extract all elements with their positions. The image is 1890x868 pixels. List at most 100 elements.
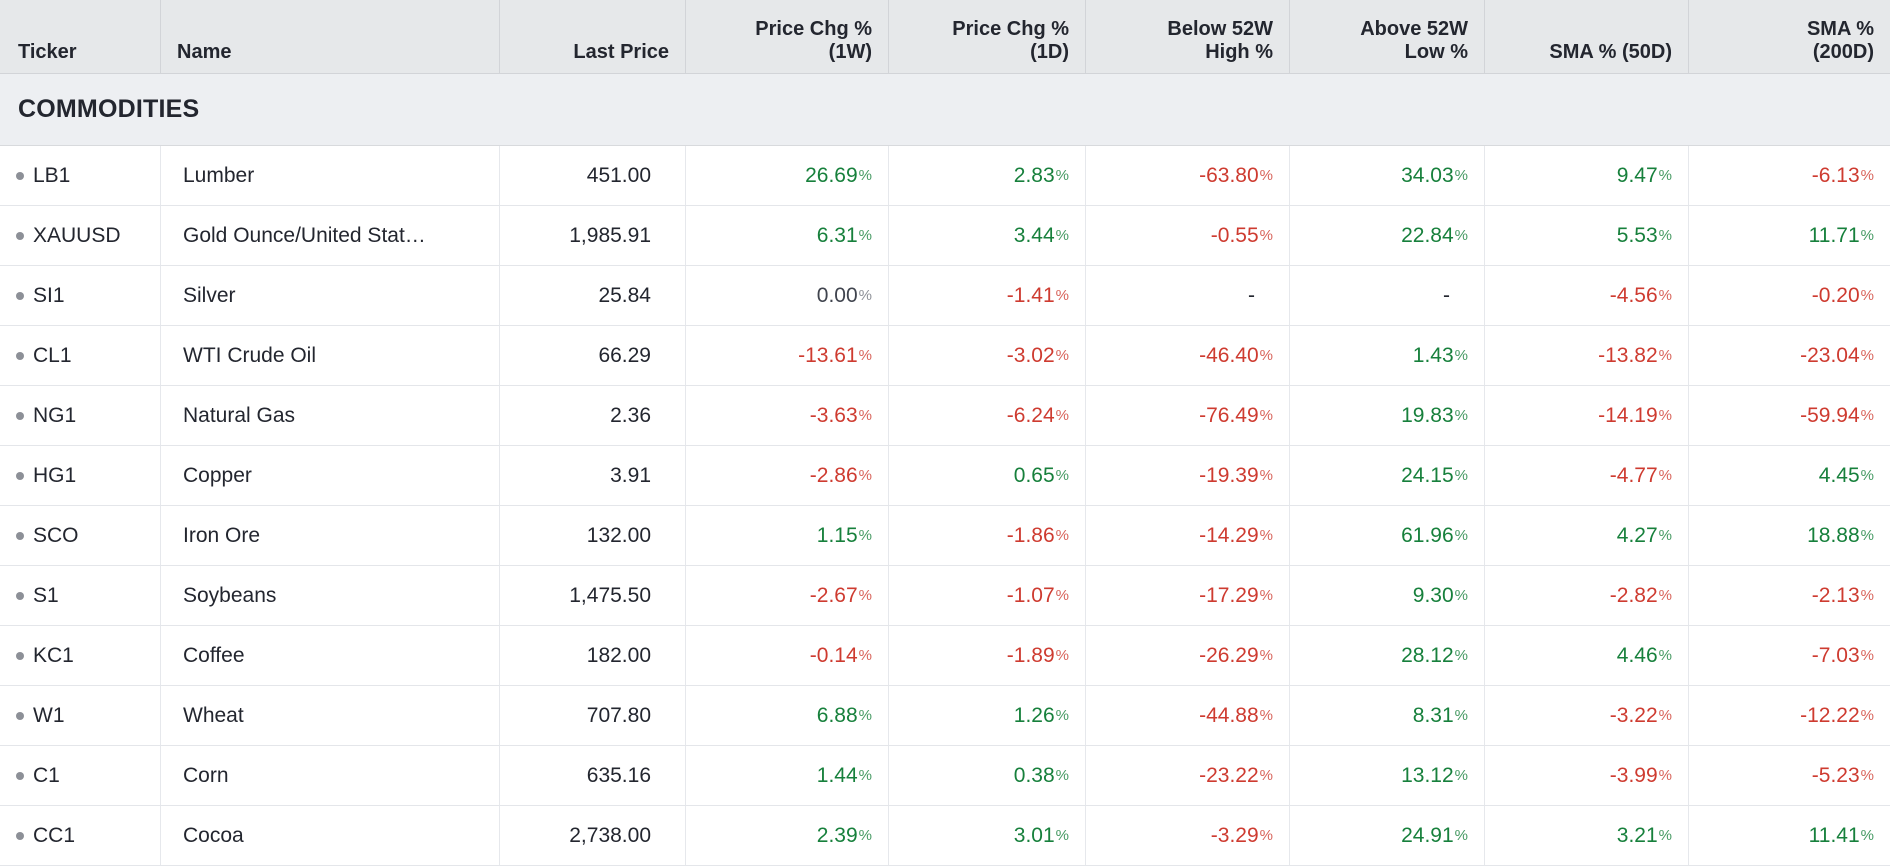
- cell-ticker: HG1: [0, 446, 160, 505]
- percent-sign: %: [1259, 347, 1273, 364]
- percent-sign: %: [1055, 467, 1069, 484]
- table-row[interactable]: LB1 Lumber 451.00 26.69% 2.83% -63.80% 34.03% 9…: [0, 146, 1890, 206]
- cell-chg_1d: 1.26%: [888, 686, 1085, 745]
- percent-sign: %: [858, 167, 872, 184]
- ticker-label: SI1: [33, 283, 65, 307]
- ticker-dot-icon: [16, 831, 24, 840]
- table-row[interactable]: SI1 Silver 25.84 0.00% -1.41% - - -4.56% -0.20%: [0, 266, 1890, 326]
- ticker-label: LB1: [33, 163, 71, 187]
- percent-sign: %: [1259, 407, 1273, 424]
- percent-sign: %: [1454, 407, 1468, 424]
- percent-sign: %: [1860, 647, 1874, 664]
- cell-ticker: KC1: [0, 626, 160, 685]
- ticker-dot-icon: [16, 771, 24, 780]
- percent-sign: %: [1055, 347, 1069, 364]
- column-header-ticker[interactable]: Ticker: [18, 41, 77, 63]
- percent-sign: %: [1860, 707, 1874, 724]
- cell-sma_200d: 11.71%: [1688, 206, 1890, 265]
- cell-chg_1w: 1.15%: [685, 506, 888, 565]
- cell-last-price: 1,985.91: [499, 206, 685, 265]
- cell-ticker: W1: [0, 686, 160, 745]
- column-header-sma_50d[interactable]: SMA % (50D): [1484, 0, 1688, 73]
- percent-sign: %: [858, 527, 872, 544]
- percent-sign: %: [1055, 827, 1069, 844]
- section-row-commodities[interactable]: COMMODITIES: [0, 74, 1890, 146]
- cell-name: Copper: [160, 446, 499, 505]
- table-row[interactable]: XAUUSD Gold Ounce/United Stat… 1,985.91 6.3…: [0, 206, 1890, 266]
- cell-sma_200d: -12.22%: [1688, 686, 1890, 745]
- cell-chg_1w: -2.86%: [685, 446, 888, 505]
- table-row[interactable]: CC1 Cocoa 2,738.00 2.39% 3.01% -3.29% 24.91% 3.…: [0, 806, 1890, 866]
- percent-sign: %: [1860, 287, 1874, 304]
- cell-below_52w_high: -: [1085, 266, 1289, 325]
- percent-sign: %: [858, 827, 872, 844]
- percent-sign: %: [1860, 527, 1874, 544]
- section-title: COMMODITIES: [18, 95, 200, 123]
- cell-above_52w_low: 24.91%: [1289, 806, 1484, 865]
- cell-sma_200d: -59.94%: [1688, 386, 1890, 445]
- percent-sign: %: [1055, 767, 1069, 784]
- table-row[interactable]: W1 Wheat 707.80 6.88% 1.26% -44.88% 8.31% -3.22…: [0, 686, 1890, 746]
- column-header-above_52w_low[interactable]: Above 52W Low %: [1289, 0, 1484, 73]
- cell-chg_1w: -0.14%: [685, 626, 888, 685]
- percent-sign: %: [1860, 767, 1874, 784]
- table-row[interactable]: CL1 WTI Crude Oil 66.29 -13.61% -3.02% -46.40…: [0, 326, 1890, 386]
- cell-last-price: 132.00: [499, 506, 685, 565]
- cell-name: Gold Ounce/United Stat…: [160, 206, 499, 265]
- cell-chg_1d: -1.86%: [888, 506, 1085, 565]
- cell-chg_1d: -1.89%: [888, 626, 1085, 685]
- ticker-label: XAUUSD: [33, 223, 121, 247]
- cell-sma_50d: -14.19%: [1484, 386, 1688, 445]
- column-header-chg_1d[interactable]: Price Chg % (1D): [888, 0, 1085, 73]
- cell-sma_200d: 11.41%: [1688, 806, 1890, 865]
- percent-sign: %: [1860, 587, 1874, 604]
- percent-sign: %: [858, 647, 872, 664]
- cell-sma_50d: -3.22%: [1484, 686, 1688, 745]
- cell-sma_200d: 18.88%: [1688, 506, 1890, 565]
- cell-below_52w_high: -0.55%: [1085, 206, 1289, 265]
- cell-above_52w_low: 61.96%: [1289, 506, 1484, 565]
- cell-ticker: SCO: [0, 506, 160, 565]
- percent-sign: %: [1454, 527, 1468, 544]
- cell-sma_200d: -5.23%: [1688, 746, 1890, 805]
- cell-sma_50d: 9.47%: [1484, 146, 1688, 205]
- percent-sign: %: [1454, 467, 1468, 484]
- percent-sign: %: [1259, 827, 1273, 844]
- cell-sma_200d: 4.45%: [1688, 446, 1890, 505]
- percent-sign: %: [1658, 347, 1672, 364]
- column-header-name[interactable]: Name: [160, 0, 499, 73]
- cell-sma_50d: 4.27%: [1484, 506, 1688, 565]
- cell-last-price: 3.91: [499, 446, 685, 505]
- column-header-last_price[interactable]: Last Price: [499, 0, 685, 73]
- ticker-label: NG1: [33, 403, 77, 427]
- table-row[interactable]: SCO Iron Ore 132.00 1.15% -1.86% -14.29% 61.96…: [0, 506, 1890, 566]
- ticker-label: W1: [33, 703, 65, 727]
- cell-sma_200d: -6.13%: [1688, 146, 1890, 205]
- cell-above_52w_low: 9.30%: [1289, 566, 1484, 625]
- cell-sma_50d: -3.99%: [1484, 746, 1688, 805]
- ticker-dot-icon: [16, 471, 24, 480]
- table-row[interactable]: HG1 Copper 3.91 -2.86% 0.65% -19.39% 24.15% -4.…: [0, 446, 1890, 506]
- cell-above_52w_low: 1.43%: [1289, 326, 1484, 385]
- percent-sign: %: [1658, 827, 1672, 844]
- column-header-below_52w_high[interactable]: Below 52W High %: [1085, 0, 1289, 73]
- cell-ticker: S1: [0, 566, 160, 625]
- cell-sma_200d: -23.04%: [1688, 326, 1890, 385]
- cell-chg_1d: 3.44%: [888, 206, 1085, 265]
- table-body: LB1 Lumber 451.00 26.69% 2.83% -63.80% 34.03% 9…: [0, 146, 1890, 866]
- percent-sign: %: [1860, 407, 1874, 424]
- percent-sign: %: [858, 467, 872, 484]
- table-row[interactable]: C1 Corn 635.16 1.44% 0.38% -23.22% 13.12% -3.99…: [0, 746, 1890, 806]
- table-row[interactable]: NG1 Natural Gas 2.36 -3.63% -6.24% -76.49% 19.…: [0, 386, 1890, 446]
- table-row[interactable]: KC1 Coffee 182.00 -0.14% -1.89% -26.29% 28.12%…: [0, 626, 1890, 686]
- percent-sign: %: [1658, 287, 1672, 304]
- cell-name: Iron Ore: [160, 506, 499, 565]
- cell-chg_1w: -3.63%: [685, 386, 888, 445]
- column-header-sma_200d[interactable]: SMA % (200D): [1688, 0, 1890, 73]
- ticker-label: KC1: [33, 643, 74, 667]
- table-row[interactable]: S1 Soybeans 1,475.50 -2.67% -1.07% -17.29% 9.3…: [0, 566, 1890, 626]
- column-header-chg_1w[interactable]: Price Chg % (1W): [685, 0, 888, 73]
- percent-sign: %: [858, 407, 872, 424]
- percent-sign: %: [1658, 647, 1672, 664]
- cell-ticker: CC1: [0, 806, 160, 865]
